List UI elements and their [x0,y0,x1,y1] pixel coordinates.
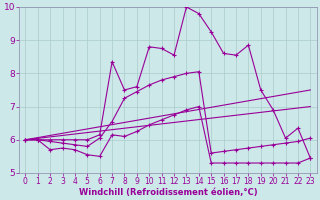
X-axis label: Windchill (Refroidissement éolien,°C): Windchill (Refroidissement éolien,°C) [78,188,257,197]
